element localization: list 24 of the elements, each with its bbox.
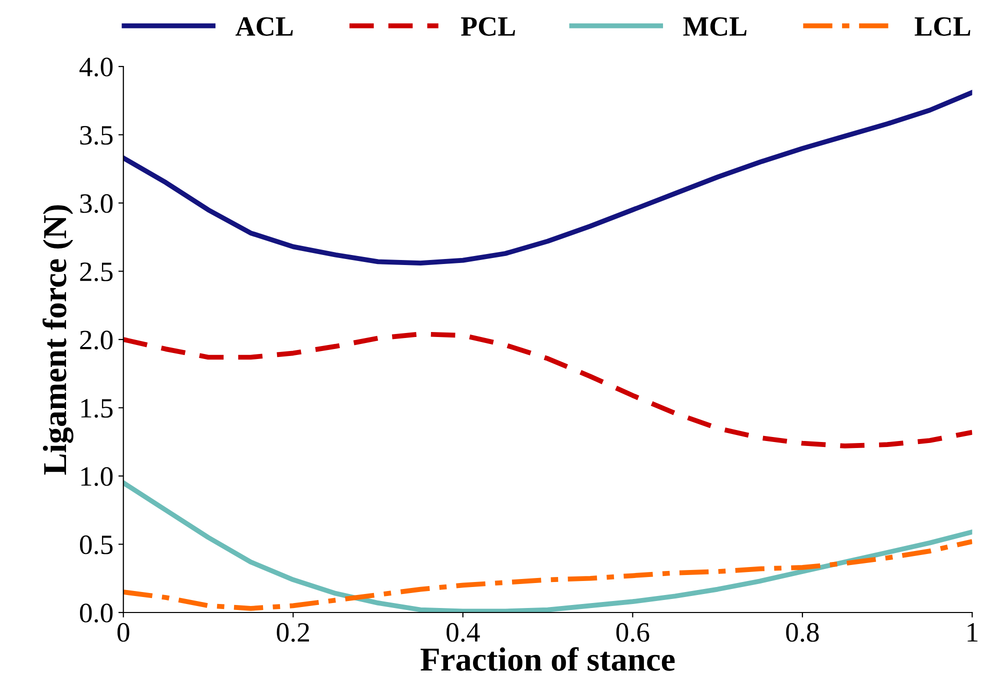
legend-label: ACL bbox=[236, 17, 293, 36]
y-tick-label: 4.0 bbox=[79, 58, 113, 77]
x-tick-label: 0.2 bbox=[276, 623, 309, 642]
x-tick-label: 0.4 bbox=[446, 623, 480, 642]
y-tick-label: 1.0 bbox=[81, 467, 113, 486]
y-axis-title: Ligament force (N) bbox=[42, 205, 74, 475]
x-tick-label: 1 bbox=[968, 623, 978, 642]
x-tick-label: 0.6 bbox=[616, 623, 650, 642]
line-series bbox=[123, 539, 972, 611]
x-axis-title: Fraction of stance bbox=[420, 647, 675, 671]
y-tick-label: 0.5 bbox=[80, 535, 113, 554]
y-tick-label: 2.5 bbox=[80, 262, 113, 282]
y-tick-label: 2.0 bbox=[80, 330, 113, 350]
x-tick-label: 0.8 bbox=[786, 623, 819, 642]
line-series bbox=[123, 90, 972, 266]
y-tick-label: 1.5 bbox=[81, 399, 113, 418]
y-tick-label: 3.0 bbox=[80, 194, 113, 214]
legend-label: MCL bbox=[683, 17, 746, 36]
legend-label: PCL bbox=[461, 17, 515, 36]
y-tick-label: 0.0 bbox=[80, 604, 113, 623]
y-tick-label: 3.5 bbox=[80, 126, 113, 145]
legend-label: LCL bbox=[914, 17, 970, 36]
line-series bbox=[123, 332, 972, 448]
x-tick-label: 0 bbox=[117, 623, 130, 642]
